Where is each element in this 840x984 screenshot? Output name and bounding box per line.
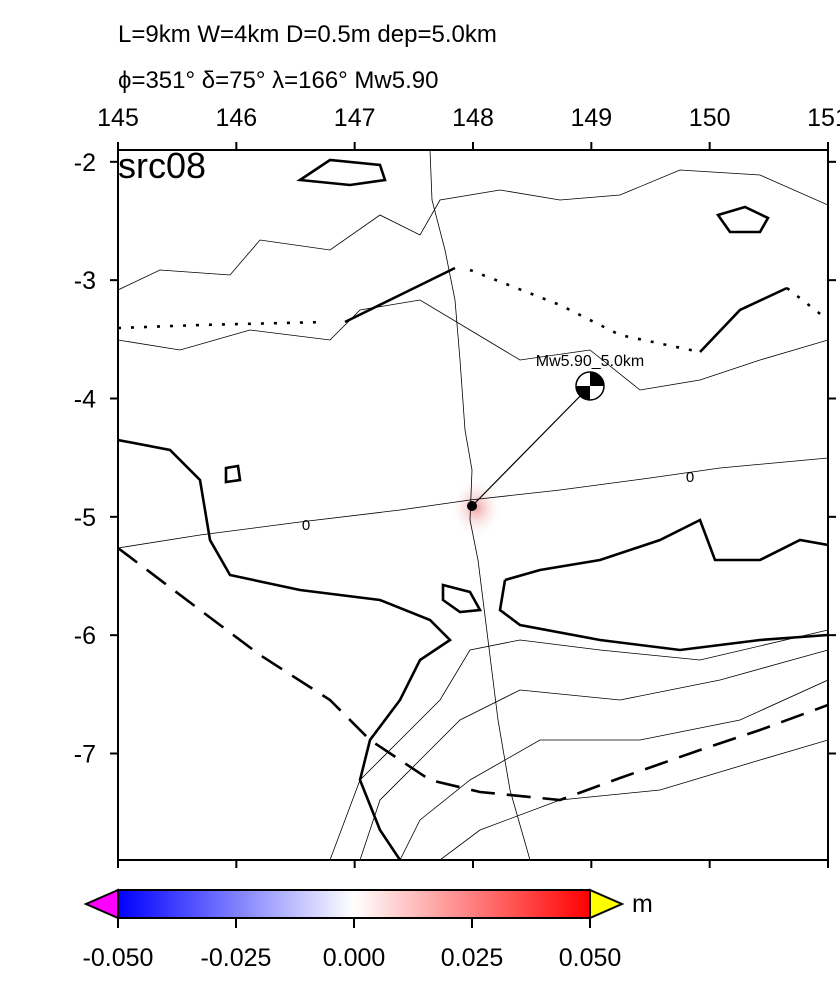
x-tick-label: 147	[334, 104, 376, 132]
contour-thick	[224, 158, 770, 614]
x-tick-label: 150	[689, 104, 731, 132]
header-line2: ϕ=351° δ=75° λ=166° Mw5.90	[118, 67, 438, 94]
event-link	[471, 385, 591, 507]
coastline	[429, 150, 531, 860]
event-label: Mw5.90_5.0km	[536, 353, 645, 370]
contour-label: 0	[686, 469, 694, 486]
y-tick-label: -4	[74, 386, 96, 414]
colorbar-tick-label: 0.050	[559, 944, 622, 972]
colorbar-unit: m	[632, 890, 653, 918]
x-tick-label: 149	[570, 104, 612, 132]
x-tick-label: 151	[807, 104, 840, 132]
contour-thick	[118, 438, 453, 860]
trench-dotted	[118, 268, 828, 354]
contour-label: 0	[302, 517, 310, 534]
contour	[118, 169, 828, 291]
y-tick-label: -5	[74, 504, 96, 532]
contour	[329, 629, 828, 860]
y-tick-label: -7	[74, 741, 96, 769]
colorbar-tick-label: 0.025	[441, 944, 504, 972]
x-tick-label: 146	[215, 104, 257, 132]
beachball-quadrant	[576, 372, 604, 400]
y-tick-label: -3	[74, 267, 96, 295]
colorbar-tick-label: -0.025	[201, 944, 272, 972]
contour-zero	[118, 457, 828, 549]
trench-dashed	[118, 546, 828, 802]
epicenter	[467, 501, 477, 511]
colorbar-tick-label: 0.000	[323, 944, 386, 972]
x-tick-label: 148	[452, 104, 494, 132]
contour-thick	[498, 518, 828, 652]
colorbar	[117, 889, 591, 919]
colorbar-under	[83, 888, 119, 920]
contour	[399, 679, 828, 860]
y-tick-label: -6	[74, 622, 96, 650]
y-tick-label: -2	[74, 149, 96, 177]
x-tick-label: 145	[97, 104, 139, 132]
panel-label: src08	[118, 145, 206, 186]
map-content	[118, 150, 828, 860]
contour	[359, 649, 828, 860]
header-line1: L=9km W=4km D=0.5m dep=5.0km	[118, 21, 497, 48]
fault-trace	[344, 266, 788, 353]
contour	[118, 299, 828, 391]
colorbar-tick-label: -0.050	[83, 944, 154, 972]
contour	[439, 739, 828, 860]
colorbar-over	[589, 888, 625, 920]
